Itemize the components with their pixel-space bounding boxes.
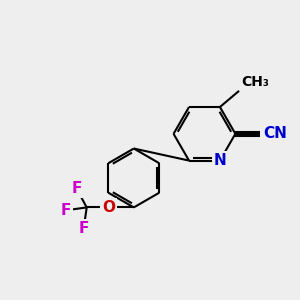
Text: N: N <box>214 153 226 168</box>
Text: CN: CN <box>263 126 286 141</box>
Text: CH₃: CH₃ <box>242 75 269 89</box>
Text: O: O <box>102 200 115 215</box>
Text: F: F <box>60 203 71 218</box>
Text: F: F <box>79 220 89 236</box>
Text: F: F <box>71 181 82 196</box>
